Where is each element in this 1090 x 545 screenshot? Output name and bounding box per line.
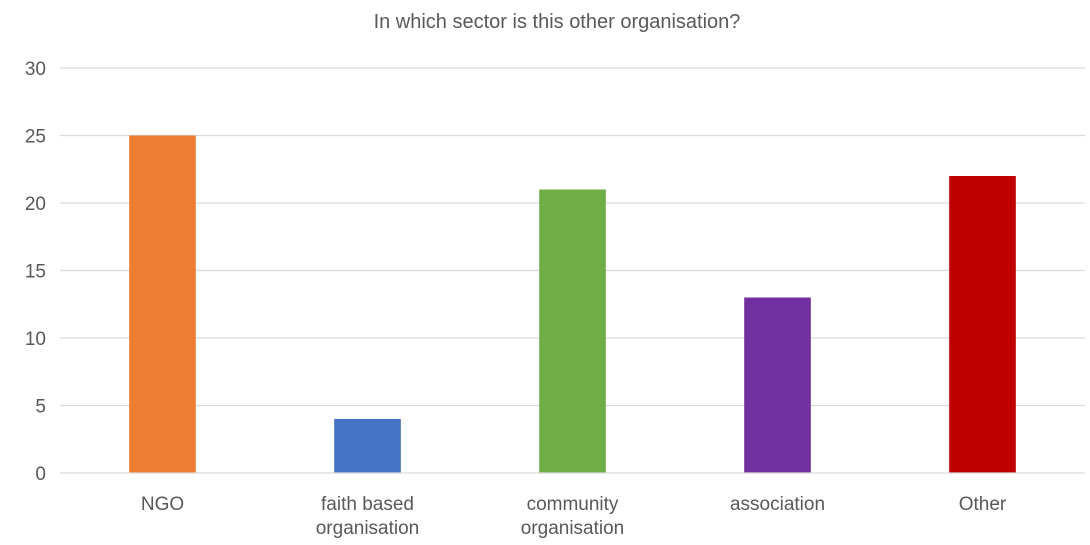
x-category-label-line: association bbox=[730, 494, 825, 515]
y-tick-label: 25 bbox=[25, 127, 46, 148]
y-tick-label: 5 bbox=[35, 397, 46, 418]
x-category-label-line: NGO bbox=[141, 494, 184, 515]
x-axis: NGO faith based organisation community organ… bbox=[141, 494, 1007, 539]
bar-4 bbox=[949, 176, 1016, 473]
bar-3 bbox=[744, 297, 811, 473]
y-tick-label: 20 bbox=[25, 194, 46, 215]
x-category-label-line: community bbox=[527, 494, 619, 515]
x-category-label-line: organisation bbox=[316, 518, 420, 539]
y-tick-label: 0 bbox=[35, 464, 46, 485]
bar-2 bbox=[539, 189, 606, 473]
bar-0 bbox=[129, 135, 196, 473]
x-category-label: community organisation bbox=[521, 494, 625, 539]
x-category-label-line: faith based bbox=[321, 494, 414, 515]
x-category-label: NGO bbox=[141, 494, 184, 515]
x-category-label-line: Other bbox=[959, 494, 1007, 515]
bar-1 bbox=[334, 419, 401, 473]
y-tick-label: 15 bbox=[25, 262, 46, 283]
y-axis: 0 5 10 15 20 25 30 bbox=[25, 59, 46, 485]
x-category-label: Other bbox=[959, 494, 1007, 515]
y-tick-label: 10 bbox=[25, 329, 46, 350]
x-category-label: association bbox=[730, 494, 825, 515]
x-category-label-line: organisation bbox=[521, 518, 625, 539]
y-tick-label: 30 bbox=[25, 59, 46, 80]
chart-title: In which sector is this other organisati… bbox=[374, 11, 741, 33]
bars bbox=[129, 135, 1016, 473]
x-category-label: faith based organisation bbox=[316, 494, 420, 539]
